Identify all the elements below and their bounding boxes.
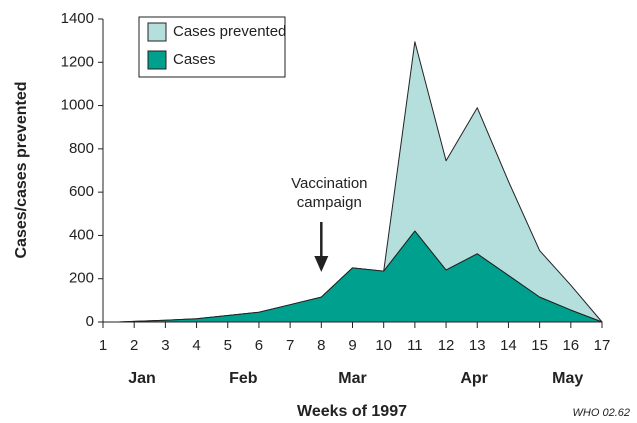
y-tick-label: 200 xyxy=(69,270,94,287)
x-tick-label: 13 xyxy=(469,337,486,354)
x-tick-label: 7 xyxy=(286,337,294,354)
x-tick-label: 1 xyxy=(99,337,107,354)
month-label: Jan xyxy=(128,370,156,387)
x-tick-label: 6 xyxy=(255,337,263,354)
x-tick-label: 16 xyxy=(562,337,579,354)
y-tick-label: 400 xyxy=(69,226,94,243)
x-tick-label: 10 xyxy=(375,337,392,354)
month-label: Mar xyxy=(338,370,366,387)
y-tick-label: 1200 xyxy=(61,53,94,70)
arrow-head xyxy=(314,256,329,272)
x-tick-label: 9 xyxy=(348,337,356,354)
month-label: Feb xyxy=(229,370,258,387)
y-tick-label: 1000 xyxy=(61,97,94,114)
annotation-text: Vaccination xyxy=(291,175,367,192)
x-tick-label: 14 xyxy=(500,337,517,354)
y-axis-label: Cases/cases prevented xyxy=(13,82,30,259)
month-label: Apr xyxy=(460,370,488,387)
x-tick-label: 12 xyxy=(438,337,455,354)
legend-swatch xyxy=(147,50,167,70)
y-tick-label: 1400 xyxy=(61,10,94,27)
x-tick-label: 3 xyxy=(161,337,169,354)
y-tick-label: 600 xyxy=(69,183,94,200)
x-tick-label: 4 xyxy=(192,337,200,354)
x-tick-label: 8 xyxy=(317,337,325,354)
x-tick-label: 17 xyxy=(594,337,611,354)
annotation-text: campaign xyxy=(297,194,362,211)
y-tick-label: 0 xyxy=(86,313,94,330)
source: WHO 02.62 xyxy=(573,407,630,419)
legend-label: Cases prevented xyxy=(173,23,286,40)
legend-label: Cases xyxy=(173,51,216,68)
x-tick-label: 11 xyxy=(407,337,423,354)
x-tick-label: 2 xyxy=(130,337,138,354)
x-tick-label: 5 xyxy=(224,337,232,354)
x-axis-label: Weeks of 1997 xyxy=(297,403,407,420)
legend-swatch xyxy=(147,22,167,42)
month-label: May xyxy=(552,370,583,387)
y-tick-label: 800 xyxy=(69,140,94,157)
x-tick-label: 15 xyxy=(531,337,548,354)
